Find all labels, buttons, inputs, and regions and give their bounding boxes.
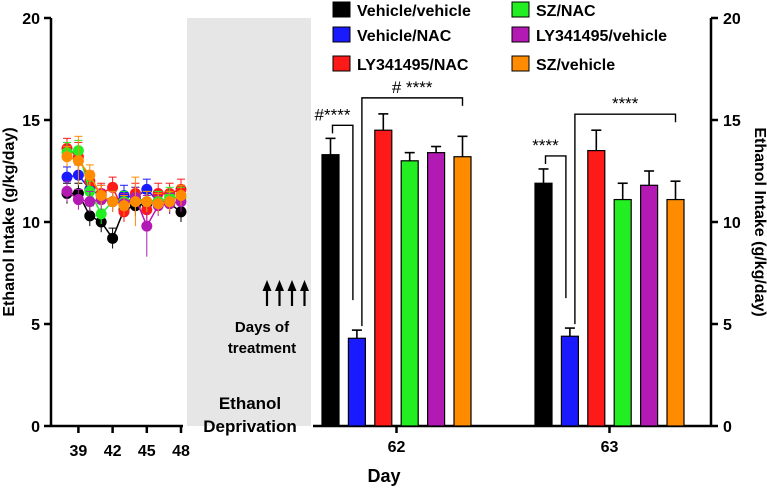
legend-swatch bbox=[511, 1, 530, 18]
baseline-point bbox=[95, 189, 107, 201]
bar bbox=[613, 198, 632, 427]
deprivation-shade bbox=[187, 18, 311, 426]
baseline-point bbox=[84, 169, 96, 181]
bar bbox=[666, 198, 685, 427]
day-tick-label: 63 bbox=[601, 439, 619, 456]
bar bbox=[321, 154, 340, 427]
treatment-arrow-head bbox=[300, 280, 309, 291]
day-tick-label: 62 bbox=[388, 439, 406, 456]
right-y-tick-label: 20 bbox=[723, 11, 741, 28]
legend-item-vehicle-nac: Vehicle/NAC bbox=[332, 26, 452, 45]
treatment-arrow-head bbox=[287, 280, 297, 291]
left-x-tick-label: 39 bbox=[70, 443, 88, 460]
baseline-point bbox=[164, 196, 176, 208]
left-y-tick-label: 5 bbox=[31, 317, 40, 334]
legend-label: SZ/vehicle bbox=[536, 57, 615, 74]
baseline-point bbox=[141, 220, 153, 232]
legend-item-ly341495-nac: LY341495/NAC bbox=[332, 55, 469, 74]
baseline-point bbox=[95, 208, 107, 220]
bar bbox=[639, 184, 659, 427]
baseline-point bbox=[72, 194, 84, 206]
left-x-tick-label: 48 bbox=[172, 443, 190, 460]
baseline-point bbox=[118, 200, 130, 212]
baseline-point bbox=[61, 185, 73, 197]
bar-groups: 62 #**** # **** 63 **** **** bbox=[315, 78, 685, 456]
baseline-point bbox=[84, 196, 96, 208]
right-y-tick-label: 10 bbox=[723, 215, 741, 232]
legend-item-sz-vehicle: SZ/vehicle bbox=[511, 55, 615, 74]
right-y-axis-label: Ethanol Intake (g/kg/day) bbox=[751, 127, 767, 316]
left-significance-label: #**** bbox=[315, 105, 351, 124]
treatment-label-line2: treatment bbox=[228, 340, 296, 357]
baseline-lines bbox=[61, 135, 187, 257]
baseline-point bbox=[107, 181, 119, 193]
right-significance-bracket bbox=[574, 113, 677, 325]
legend-swatch bbox=[511, 55, 530, 72]
left-significance-bracket bbox=[544, 155, 567, 299]
left-y-tick-label: 0 bbox=[31, 419, 40, 436]
baseline-point bbox=[107, 232, 119, 244]
bar bbox=[453, 156, 472, 427]
baseline-point bbox=[84, 210, 96, 222]
treatment-label-line1: Days of bbox=[235, 319, 290, 336]
bar bbox=[427, 152, 446, 427]
bar bbox=[560, 335, 580, 427]
left-y-tick-label: 15 bbox=[22, 113, 40, 130]
legend-label: Vehicle/NAC bbox=[357, 28, 452, 45]
baseline-point bbox=[152, 198, 164, 210]
bar-group-day-62: 62 #**** # **** bbox=[315, 78, 472, 456]
treatment-arrows bbox=[262, 280, 309, 306]
baseline-point bbox=[129, 196, 141, 208]
right-y-tick-label: 15 bbox=[723, 113, 741, 130]
left-significance-bracket bbox=[331, 124, 354, 301]
baseline-point bbox=[141, 196, 153, 208]
left-significance-label: **** bbox=[532, 136, 559, 155]
legend-label: Vehicle/vehicle bbox=[357, 3, 471, 20]
bar bbox=[534, 182, 553, 427]
legend-swatch bbox=[332, 26, 351, 43]
x-axis-label: Day bbox=[367, 466, 400, 486]
legend-label: LY341495/vehicle bbox=[536, 28, 667, 45]
legend-label: SZ/NAC bbox=[536, 3, 596, 20]
bar bbox=[587, 150, 606, 427]
right-significance-label: **** bbox=[612, 94, 639, 113]
bar bbox=[400, 160, 419, 427]
left-y-tick-label: 10 bbox=[22, 215, 40, 232]
deprivation-label-line1: Ethanol bbox=[219, 394, 281, 413]
baseline-point bbox=[107, 196, 119, 208]
legend: Vehicle/vehicle Vehicle/NAC LY341495/NAC SZ… bbox=[332, 1, 667, 74]
baseline-point bbox=[61, 171, 73, 183]
treatment-arrow-head bbox=[262, 280, 272, 291]
legend-item-ly341495-vehicle: LY341495/vehicle bbox=[511, 26, 667, 45]
baseline-point bbox=[175, 189, 187, 201]
left-y-axis-label: Ethanol Intake (g/kg/day) bbox=[1, 127, 18, 316]
legend-swatch bbox=[332, 55, 351, 72]
deprivation-label-line2: Deprivation bbox=[203, 417, 297, 436]
right-y-tick-label: 0 bbox=[723, 419, 732, 436]
baseline-point bbox=[61, 151, 73, 163]
baseline-point bbox=[72, 155, 84, 167]
right-y-tick-label: 5 bbox=[723, 317, 732, 334]
legend-label: LY341495/NAC bbox=[357, 57, 469, 74]
axis-ticks: 0 0 5 5 10 10 15 15 20 20 39 42 45 48 bbox=[22, 11, 741, 460]
bar bbox=[347, 337, 366, 427]
baseline-point bbox=[141, 183, 153, 195]
right-significance-label: # **** bbox=[392, 78, 433, 97]
left-x-tick-label: 42 bbox=[104, 443, 122, 460]
legend-swatch bbox=[332, 1, 351, 18]
baseline-series-sz-vehicle bbox=[61, 135, 187, 227]
legend-swatch bbox=[511, 26, 530, 43]
legend-item-vehicle-vehicle: Vehicle/vehicle bbox=[332, 1, 471, 20]
legend-item-sz-nac: SZ/NAC bbox=[511, 1, 596, 20]
bar bbox=[374, 129, 393, 427]
left-y-tick-label: 20 bbox=[22, 11, 40, 28]
right-significance-bracket bbox=[361, 97, 464, 327]
treatment-arrow-head bbox=[275, 280, 284, 291]
left-x-tick-label: 45 bbox=[138, 443, 156, 460]
bar-group-day-63: 63 **** **** bbox=[532, 94, 685, 456]
